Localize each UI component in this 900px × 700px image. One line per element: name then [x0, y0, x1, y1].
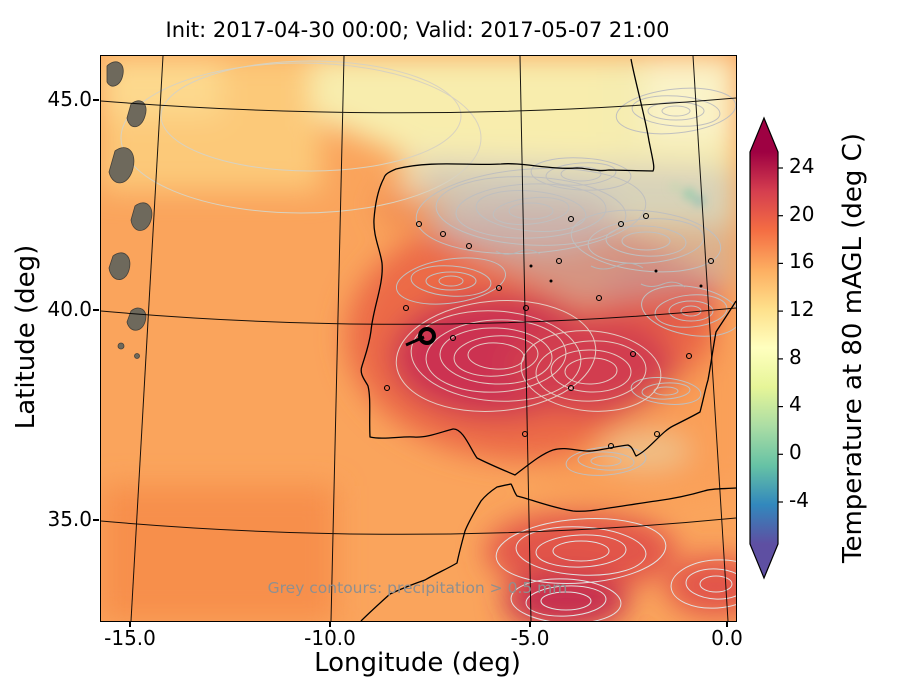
cold-spots [672, 184, 703, 205]
y-tick-mark [93, 99, 99, 101]
y-axis-label: Latitude (deg) [11, 244, 41, 430]
x-tick-label--5: -5.0 [510, 626, 550, 650]
x-axis-label: Longitude (deg) [314, 648, 521, 678]
x-tick-label--10: -10.0 [304, 626, 356, 650]
colorbar-tick-label--4: -4 [789, 488, 809, 512]
colorbar-label: Temperature at 80 mAGL (deg C) [838, 133, 868, 563]
x-tick-mark [329, 621, 331, 627]
colorbar-tick-label-12: 12 [789, 297, 815, 321]
x-tick-label-0: 0.0 [711, 626, 743, 650]
colorbar-tick-marks [778, 167, 783, 503]
precip-contour-lines [120, 60, 736, 621]
colorbar-canvas [749, 116, 783, 580]
lake-markers [383, 212, 715, 450]
y-tick-label-40: 40.0 [47, 297, 92, 321]
colorbar-tick-label-20: 20 [789, 202, 815, 226]
colorbar-tick-label-16: 16 [789, 249, 815, 273]
plot-title: Init: 2017-04-30 00:00; Valid: 2017-05-0… [165, 18, 670, 42]
site-marker [405, 327, 436, 347]
coastline [360, 58, 736, 621]
precip-annotation: Grey contours: precipitation > 0.5 mm [267, 579, 568, 597]
colorbar-tick-label-24: 24 [789, 154, 815, 178]
x-tick-mark [529, 621, 531, 627]
y-tick-label-45: 45.0 [47, 87, 92, 111]
x-tick-mark [129, 621, 131, 627]
colorbar-tick-label-0: 0 [789, 440, 802, 464]
x-tick-label--15: -15.0 [104, 626, 156, 650]
y-tick-mark [93, 309, 99, 311]
map-canvas [101, 56, 736, 621]
colorbar-gradient [749, 116, 779, 580]
colorbar-tick-label-4: 4 [789, 392, 802, 416]
graticule [101, 56, 736, 621]
x-tick-mark [726, 621, 728, 627]
y-tick-mark [93, 519, 99, 521]
colorbar-tick-label-8: 8 [789, 345, 802, 369]
map-plot-area [100, 55, 737, 622]
colorbar [748, 116, 788, 584]
y-tick-label-35: 35.0 [47, 507, 92, 531]
